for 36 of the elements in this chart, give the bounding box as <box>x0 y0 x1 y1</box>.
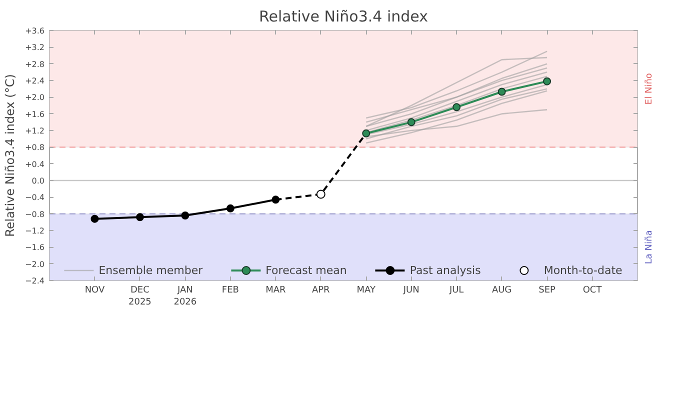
y-tick-label: −0.4 <box>25 193 45 202</box>
y-tick-label: 0.0 <box>32 176 45 186</box>
x-tick-label: DEC 2025 <box>128 286 152 308</box>
y-tick-label: +3.6 <box>25 26 45 36</box>
y-tick-label: +3.2 <box>25 43 45 52</box>
y-tick-label: +1.6 <box>25 110 45 119</box>
band-label: El Niño <box>644 72 654 105</box>
chart-title: Relative Niño3.4 index <box>259 8 428 26</box>
x-tick-label: FEB <box>222 286 239 296</box>
y-axis-title: Relative Niño3.4 index (°C) <box>3 74 18 237</box>
x-tick-label: OCT <box>582 286 602 296</box>
legend-label: Forecast mean <box>266 264 347 276</box>
y-tick-label: −2.0 <box>25 260 45 269</box>
x-tick-label: JUL <box>448 286 464 296</box>
x-tick-label: AUG <box>492 286 512 296</box>
legend-label: Ensemble member <box>98 264 203 276</box>
legend-label: Month-to-date <box>544 264 622 276</box>
y-tick-label: +2.0 <box>25 93 45 102</box>
x-tick-label: JAN 2026 <box>174 286 197 308</box>
y-tick-label: −2.4 <box>25 276 45 286</box>
y-tick-label: −1.6 <box>25 243 45 252</box>
y-tick-label: +2.8 <box>25 60 45 69</box>
y-tick-label: −0.8 <box>25 210 45 219</box>
x-tick-label: SEP <box>538 286 556 296</box>
y-tick-label: −1.2 <box>25 226 45 236</box>
y-tick-label: +0.8 <box>25 143 45 152</box>
x-tick-label: MAY <box>356 286 376 296</box>
y-tick-label: +1.2 <box>25 126 45 136</box>
y-tick-label: +0.4 <box>25 160 45 169</box>
x-tick-label: NOV <box>84 286 106 296</box>
band-label: La Niña <box>644 230 654 264</box>
legend-label: Past analysis <box>410 264 481 276</box>
y-tick-label: +2.4 <box>25 76 45 86</box>
x-tick-label: JUN <box>402 286 420 296</box>
x-tick-label: APR <box>312 286 330 296</box>
x-tick-label: MAR <box>266 286 286 296</box>
